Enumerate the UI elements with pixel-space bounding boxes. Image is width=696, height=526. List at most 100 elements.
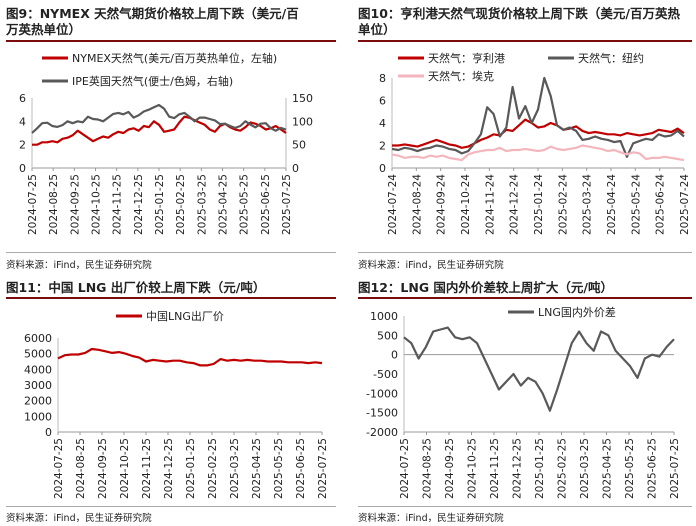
chart-panel-3: 图11：中国 LNG 出厂价较上周下跌（元/吨） 0 1000 2000 3000 40…: [6, 280, 342, 526]
x-tick-label: 2025-02-25: [175, 174, 187, 235]
chart-svg: 0 2 4 6 0 50 100 150 2024-07-25 2024-08-25 2024-09…: [19, 51, 313, 235]
x-tick-label: 2025-01-25: [534, 438, 546, 499]
x-tick-label: 2024-11-24: [484, 174, 496, 235]
x-tick-label: 2025-03-25: [229, 438, 241, 499]
x-tick-label: 2024-07-25: [27, 174, 39, 235]
x-tick-label: 2025-01-25: [185, 438, 197, 499]
x-tick-label: 2024-11-25: [489, 438, 501, 499]
x-tick-label: 2025-06-25: [295, 438, 307, 499]
x-tick-label: 2025-05-25: [273, 438, 285, 499]
x-tick-label: 2024-12-25: [163, 438, 175, 499]
chart-title: 图10：亨利港天然气现货价格较上周下跌（美元/百万英热单位）: [358, 6, 680, 37]
x-tick-label: 2024-12-25: [512, 438, 524, 499]
x-tick-label: 2024-07-25: [399, 438, 411, 499]
x-tick-label: 2024-12-25: [133, 174, 145, 235]
x-tick-label: 2024-10-24: [460, 174, 472, 235]
x-tick-label: 2024-10-25: [467, 438, 479, 499]
legend-label: 天然气：埃克: [428, 69, 494, 83]
y-tick-label: 4: [19, 115, 26, 128]
x-tick-label: 2025-06-25: [260, 174, 272, 235]
x-tick-label: 2024-07-25: [53, 438, 65, 499]
x-tick-label: 2025-03-25: [579, 438, 591, 499]
source-rule: [358, 252, 692, 253]
y-tick-label: -2000: [366, 426, 398, 439]
chart-panel-1: 图9：NYMEX 天然气期货价格较上周下跌（美元/百万英热单位） 0 2 4 6 0 50…: [6, 6, 342, 271]
chart-svg: -2000 -1500 -1000 -500 0 500 1000 2024-07-25 202…: [366, 305, 681, 499]
source-rule: [6, 252, 336, 253]
x-tick-label: 2024-08-24: [411, 174, 423, 235]
y-tick-label: 4000: [24, 363, 52, 376]
y-tick-label: 6: [19, 92, 26, 105]
source-note: 资料来源：iFind，民生证券研究院: [358, 260, 504, 271]
x-tick-label: 2025-07-25: [281, 174, 293, 235]
series-line: [57, 347, 323, 367]
y-tick-label: 2: [19, 139, 26, 152]
y-tick-label: 0: [391, 349, 398, 362]
x-tick-label: 2024-09-25: [444, 438, 456, 499]
source-note: 资料来源：iFind，民生证券研究院: [358, 513, 504, 524]
x-tick-label: 2025-07-25: [669, 438, 681, 499]
x-tick-label: 2025-06-25: [647, 438, 659, 499]
y-tick-label: 3000: [24, 379, 52, 392]
x-tick-label: 2025-05-25: [239, 174, 251, 235]
y-tick-label: 1000: [370, 310, 398, 323]
x-tick-label: 2025-03-25: [196, 174, 208, 235]
chart-svg: 0 2 4 6 8 2024-07-24 2024-08-24 2024-09-24 2024-…: [379, 51, 691, 235]
y-tick-label: 2000: [24, 395, 52, 408]
x-tick-label: 2024-11-25: [141, 438, 153, 499]
chart-title: 图12：LNG 国内外价差较上周扩大（元/吨）: [358, 280, 613, 295]
source-note: 资料来源：iFind，民生证券研究院: [6, 513, 152, 524]
y-tick-label: 1000: [24, 410, 52, 423]
source-rule: [358, 506, 692, 507]
title-rule: [358, 40, 692, 42]
x-tick-label: 2024-11-25: [112, 174, 124, 235]
x-tick-label: 2024-10-25: [119, 438, 131, 499]
x-tick-label: 2025-04-25: [602, 438, 614, 499]
x-tick-label: 2025-02-25: [207, 438, 219, 499]
x-tick-label: 2024-07-24: [387, 174, 399, 235]
chart-panel-4: 图12：LNG 国内外价差较上周扩大（元/吨） -2000 -1500 -1000 -…: [358, 280, 694, 526]
y-right-tick-label: 50: [292, 139, 306, 152]
y-tick-label: 6000: [24, 332, 52, 345]
y-tick-label: -1500: [366, 407, 398, 420]
x-tick-label: 2025-01-24: [533, 174, 545, 235]
legend-label: 天然气：亨利港: [428, 51, 505, 65]
x-tick-label: 2025-02-25: [557, 438, 569, 499]
y-right-tick-label: 150: [292, 92, 313, 105]
series-line: [391, 144, 685, 162]
x-tick-label: 2024-09-24: [436, 174, 448, 235]
y-tick-label: 8: [379, 72, 386, 85]
x-tick-label: 2025-05-24: [630, 174, 642, 235]
legend-label: NYMEX天然气(美元/百万英热单位，左轴): [72, 51, 277, 65]
chart-svg: 0 1000 2000 3000 4000 5000 6000 2024-07-25 2024-…: [24, 309, 329, 499]
y-tick-label: 4: [379, 117, 386, 130]
chart-title: 图11：中国 LNG 出厂价较上周下跌（元/吨）: [6, 280, 266, 295]
y-tick-label: 0: [45, 426, 52, 439]
legend-label: IPE英国天然气(便士/色姆，右轴): [72, 74, 233, 88]
x-tick-label: 2024-08-25: [422, 438, 434, 499]
x-tick-label: 2025-01-25: [154, 174, 166, 235]
x-tick-label: 2025-04-24: [606, 174, 618, 235]
y-right-tick-label: 100: [292, 115, 313, 128]
y-tick-label: -500: [373, 368, 398, 381]
chart-panel-2: 图10：亨利港天然气现货价格较上周下跌（美元/百万英热单位） 0 2 4 6 8 2024…: [358, 6, 694, 271]
legend-label: LNG国内外价差: [538, 305, 616, 319]
source-note: 资料来源：iFind，民生证券研究院: [6, 260, 152, 271]
y-tick-label: 0: [379, 162, 386, 175]
x-tick-label: 2025-04-25: [251, 438, 263, 499]
x-tick-label: 2024-09-25: [69, 174, 81, 235]
series-line: [31, 103, 287, 134]
x-tick-label: 2024-09-25: [97, 438, 109, 499]
x-tick-label: 2024-08-25: [48, 174, 60, 235]
chart-title: 图9：NYMEX 天然气期货价格较上周下跌（美元/百万英热单位）: [6, 6, 299, 37]
series-line: [403, 326, 675, 412]
y-tick-label: 2: [379, 140, 386, 153]
series-line: [32, 115, 287, 146]
y-tick-label: 6: [379, 95, 386, 108]
x-tick-label: 2025-07-24: [679, 174, 691, 235]
x-tick-label: 2024-12-24: [509, 174, 521, 235]
x-tick-label: 2024-10-25: [91, 174, 103, 235]
y-tick-label: -1000: [366, 387, 398, 400]
x-tick-label: 2025-07-25: [317, 438, 329, 499]
y-tick-label: 0: [19, 162, 26, 175]
